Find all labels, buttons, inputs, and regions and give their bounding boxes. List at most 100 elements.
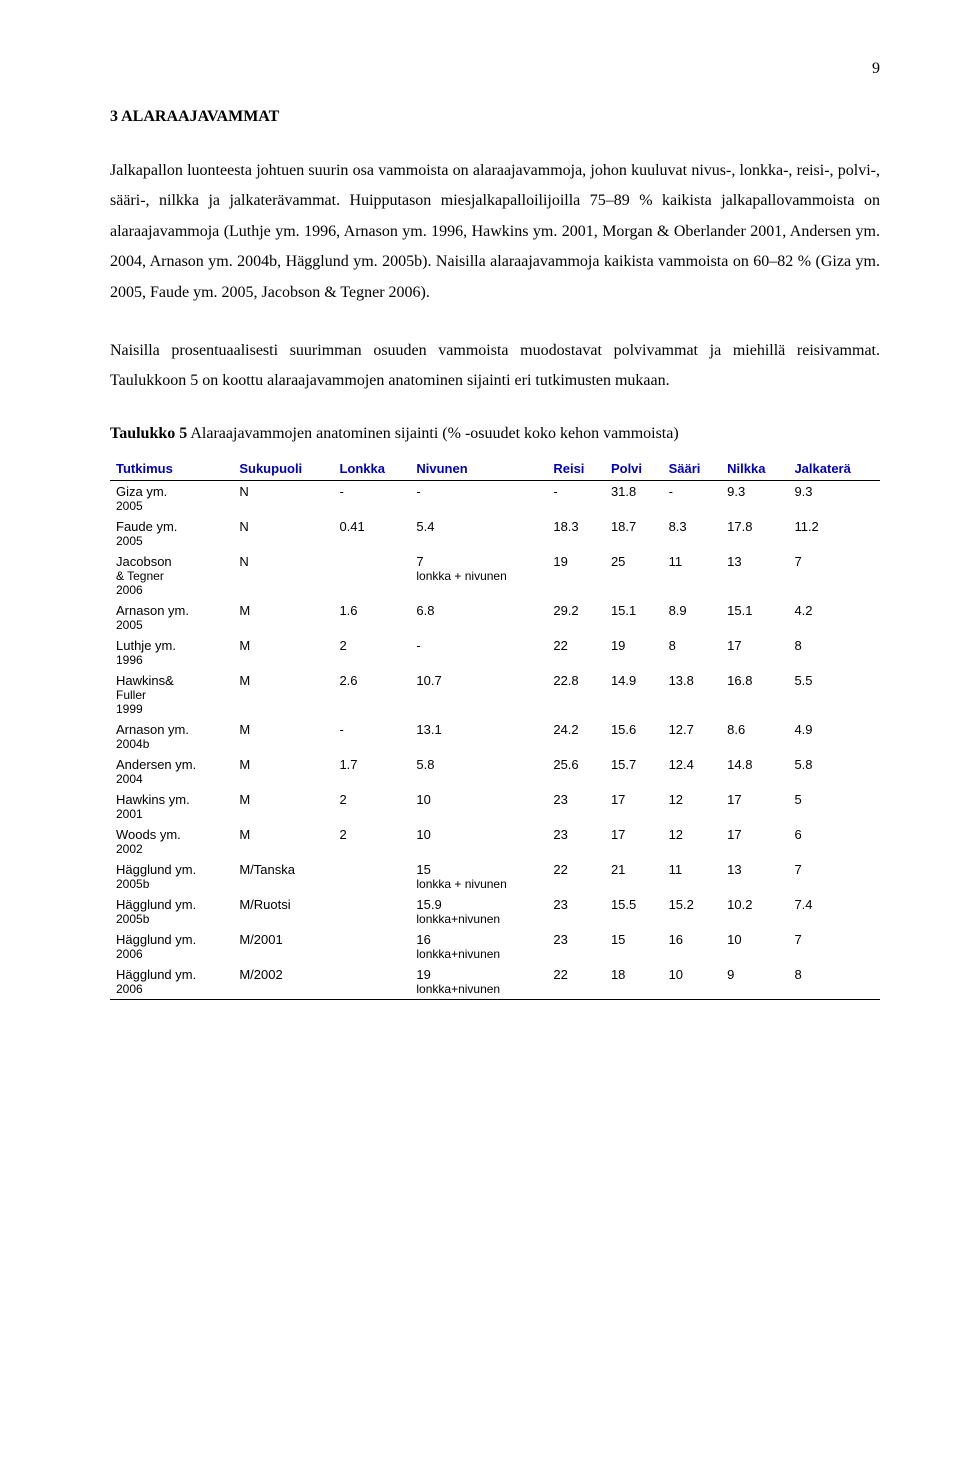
table-cell: 0.41 <box>333 516 410 551</box>
table-row: Hawkins&Fuller1999M2.610.722.814.913.816… <box>110 670 880 719</box>
table-cell: 18.3 <box>547 516 605 551</box>
table-cell: N <box>233 516 333 551</box>
table-row: Hägglund ym.2006M/2001 16 lonkka+nivunen 23… <box>110 929 880 964</box>
table-cell: 15.1 <box>721 600 788 635</box>
table-cell: 18 <box>605 964 663 1000</box>
sub: 2006 <box>116 583 227 597</box>
table-row: Andersen ym.2004M1.75.825.615.712.414.85… <box>110 754 880 789</box>
table-cell: - <box>333 719 410 754</box>
table-cell: M <box>233 600 333 635</box>
table-cell-study: Faude ym.2005 <box>110 516 233 551</box>
table-cell: N <box>233 551 333 600</box>
sub: 1999 <box>116 702 227 716</box>
table-row: Hägglund ym.2005bM/Tanska15lonkka + nivu… <box>110 859 880 894</box>
table-row: Luthje ym.1996M2-22198178 <box>110 635 880 670</box>
table-cell-study-year: 1996 <box>116 653 227 667</box>
table-cell: 6.8 <box>410 600 547 635</box>
table-cell-study-year: 2005 <box>116 618 227 632</box>
table-caption: Taulukko 5 Alaraajavammojen anatominen s… <box>110 425 880 443</box>
table-cell: 22 <box>547 859 605 894</box>
table-cell: 15.1 <box>605 600 663 635</box>
table-cell-sub: lonkka+nivunen <box>416 947 541 961</box>
table-cell: 16 <box>663 929 722 964</box>
table-row: Hägglund ym.2006M/200219lonkka+nivunen22… <box>110 964 880 1000</box>
table-cell: 11.2 <box>788 516 880 551</box>
injury-table: Tutkimus Sukupuoli Lonkka Nivunen Reisi … <box>110 457 880 1000</box>
table-row: Arnason ym.2004bM-13.124.215.612.78.64.9 <box>110 719 880 754</box>
table-cell: 5.4 <box>410 516 547 551</box>
paragraph-2: Naisilla prosentuaalisesti suurimman osu… <box>110 336 880 397</box>
sub: & Tegner <box>116 569 227 583</box>
table-cell-study-year: 2005b <box>116 877 227 891</box>
table-row: Giza ym.2005N---31.8-9.39.3 <box>110 480 880 516</box>
table-row: Faude ym.2005N0.415.418.318.78.317.811.2 <box>110 516 880 551</box>
table-cell: 19 <box>605 635 663 670</box>
table-cell: 16.8 <box>721 670 788 719</box>
table-cell: 29.2 <box>547 600 605 635</box>
table-cell: 19 <box>547 551 605 600</box>
table-cell <box>333 859 410 894</box>
table-cell: 11 <box>663 859 722 894</box>
table-cell: 12.4 <box>663 754 722 789</box>
table-cell: - <box>547 480 605 516</box>
table-cell-study-year: 2002 <box>116 842 227 856</box>
table-cell: M/2001 <box>233 929 333 964</box>
table-cell: 17 <box>605 789 663 824</box>
table-cell-study: Hägglund ym.2006 <box>110 929 233 964</box>
table-cell: 10 <box>663 964 722 1000</box>
table-cell: 7lonkka + nivunen <box>410 551 547 600</box>
table-cell: 23 <box>547 929 605 964</box>
table-cell: 10.2 <box>721 894 788 929</box>
table-cell: 12 <box>663 789 722 824</box>
sub: Fuller <box>116 688 227 702</box>
col-reisi: Reisi <box>547 457 605 481</box>
table-cell: 10 <box>410 789 547 824</box>
table-cell-study: Hägglund ym.2005b <box>110 859 233 894</box>
table-cell: 9.3 <box>788 480 880 516</box>
table-cell-study: Woods ym.2002 <box>110 824 233 859</box>
table-cell: 2 <box>333 635 410 670</box>
table-cell: 22 <box>547 964 605 1000</box>
table-cell: 7 <box>788 929 880 964</box>
table-cell-study-year: 2001 <box>116 807 227 821</box>
table-cell: 10 <box>721 929 788 964</box>
table-cell: 23 <box>547 894 605 929</box>
table-cell: - <box>333 480 410 516</box>
paragraph-1: Jalkapallon luonteesta johtuen suurin os… <box>110 156 880 308</box>
table-cell-sub: lonkka+nivunen <box>416 982 541 996</box>
table-cell: - <box>410 635 547 670</box>
table-cell: 5.8 <box>788 754 880 789</box>
table-cell: 7 <box>788 859 880 894</box>
table-cell: 17 <box>721 824 788 859</box>
table-cell: 1.7 <box>333 754 410 789</box>
table-cell <box>333 929 410 964</box>
col-jalkatera: Jalkaterä <box>788 457 880 481</box>
table-cell: 18.7 <box>605 516 663 551</box>
table-cell: M/Tanska <box>233 859 333 894</box>
col-polvi: Polvi <box>605 457 663 481</box>
col-saari: Sääri <box>663 457 722 481</box>
table-cell: 14.8 <box>721 754 788 789</box>
table-cell: 15 <box>605 929 663 964</box>
table-cell: M <box>233 754 333 789</box>
table-cell-study: Arnason ym.2005 <box>110 600 233 635</box>
section-title: 3 ALARAAJAVAMMAT <box>110 108 880 126</box>
table-cell: - <box>410 480 547 516</box>
table-cell: 8 <box>788 964 880 1000</box>
table-cell: 8 <box>663 635 722 670</box>
table-cell-sub: lonkka+nivunen <box>416 912 541 926</box>
table-cell: 6 <box>788 824 880 859</box>
table-cell: 12.7 <box>663 719 722 754</box>
table-cell-study-year: 2005 <box>116 499 227 513</box>
table-cell: 13 <box>721 859 788 894</box>
table-cell: N <box>233 480 333 516</box>
table-cell: 15.2 <box>663 894 722 929</box>
table-cell-study-year: 2004 <box>116 772 227 786</box>
table-cell: 2 <box>333 789 410 824</box>
table-cell: M <box>233 719 333 754</box>
table-cell: 23 <box>547 824 605 859</box>
table-cell: - <box>663 480 722 516</box>
table-cell: 5.5 <box>788 670 880 719</box>
table-cell: 4.2 <box>788 600 880 635</box>
table-cell-study-year: 2005b <box>116 912 227 926</box>
